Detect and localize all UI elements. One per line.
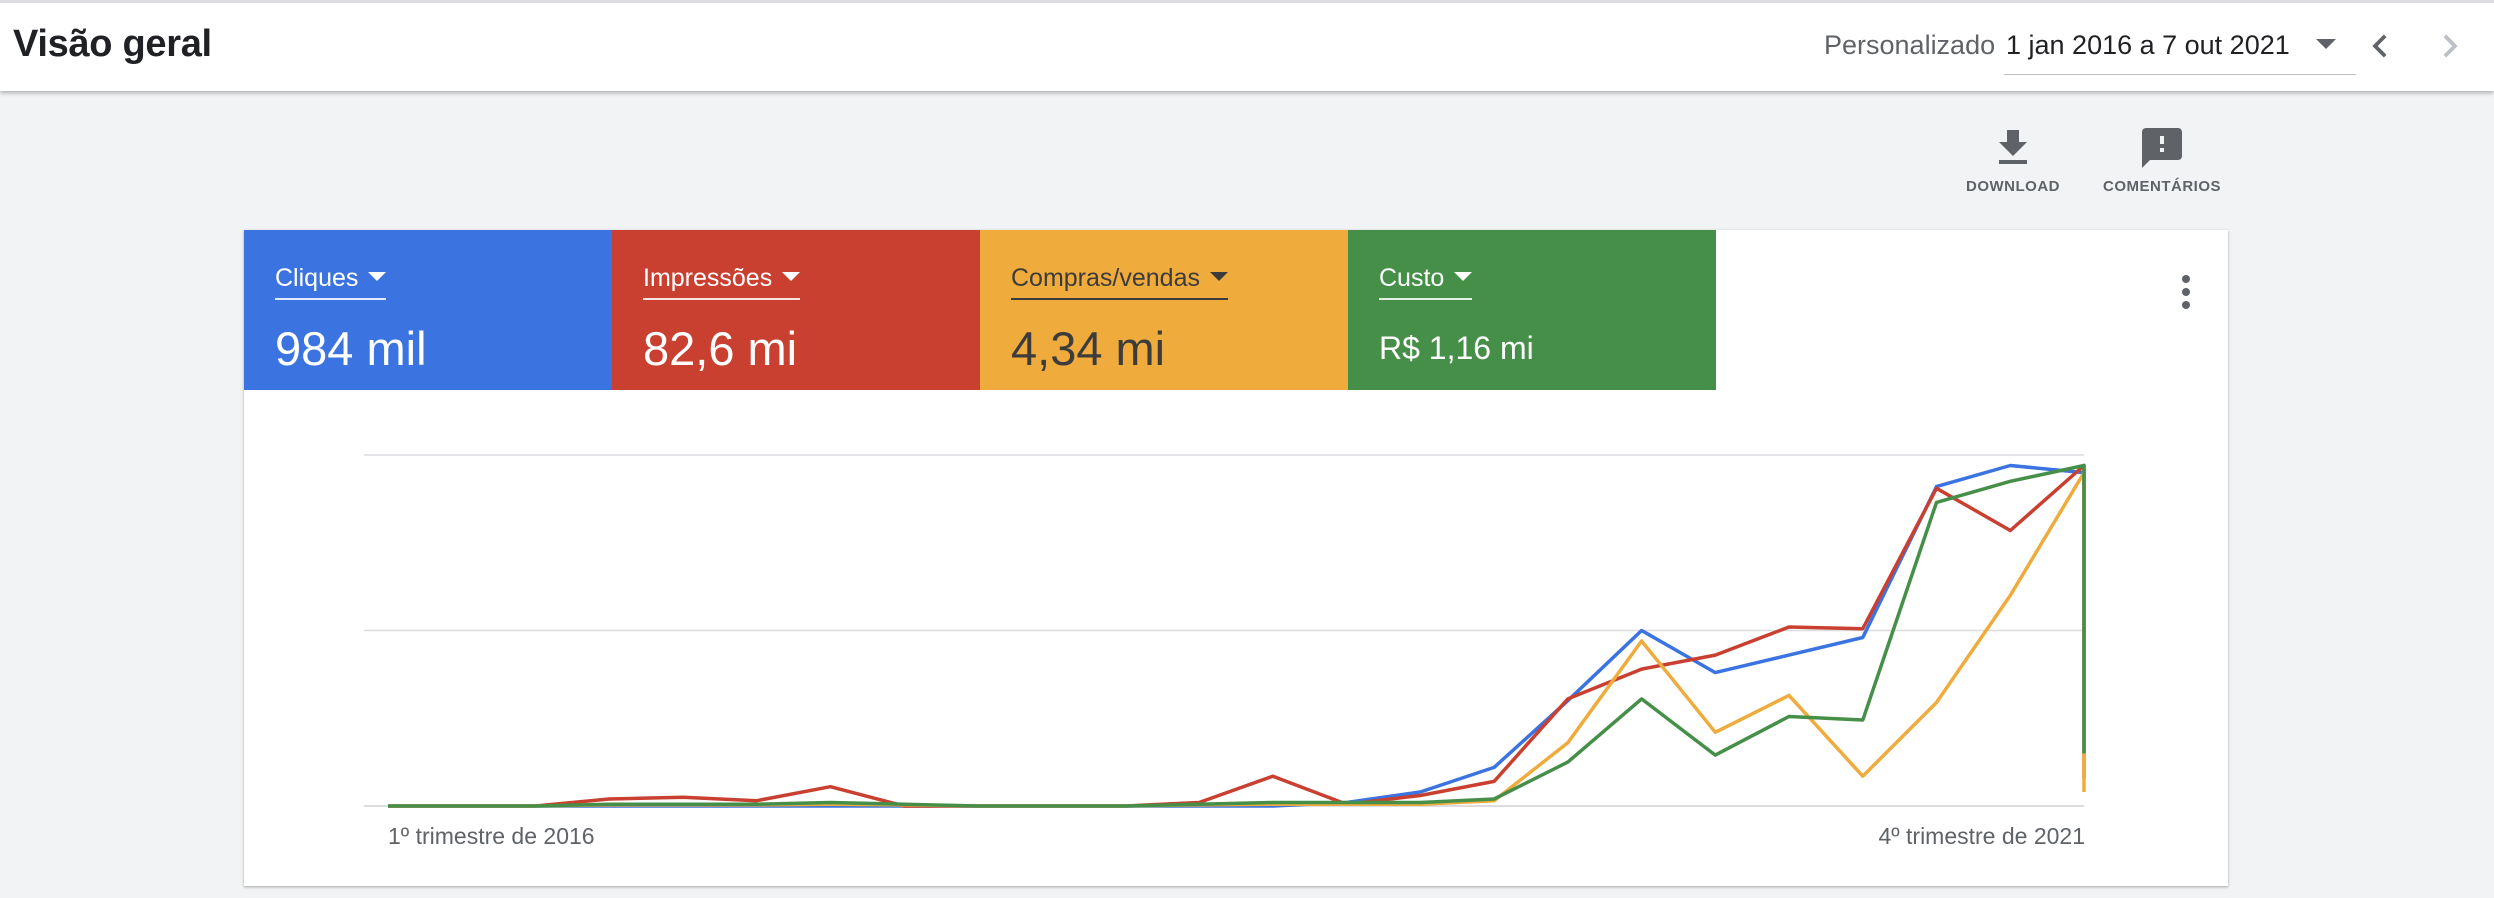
comments-button[interactable]: COMENTÁRIOS [2087, 124, 2237, 204]
metric-value-conversions: 4,34 mi [1011, 322, 1166, 375]
date-range-select[interactable]: 1 jan 2016 a 7 out 2021 [2004, 13, 2356, 75]
metric-label: Impressões [643, 264, 773, 292]
metric-value-impressions: 82,6 mi [643, 322, 798, 375]
chevron-left-icon [2372, 34, 2387, 58]
caret-down-icon [368, 272, 387, 281]
series-line-cliques [388, 463, 2086, 808]
top-bar: Visão geral Personalizado 1 jan 2016 a 7… [0, 0, 2494, 91]
download-label: DOWNLOAD [1966, 178, 2060, 195]
metric-tile-clicks[interactable]: Cliques 984 mil [244, 230, 612, 390]
page-title: Visão geral [13, 23, 212, 65]
metric-selector-conversions[interactable]: Compras/vendas [1011, 264, 1228, 300]
metric-value-cost: R$ 1,16 mi [1379, 330, 1534, 366]
next-period-button[interactable] [2427, 23, 2473, 69]
series-line-custo [388, 463, 2086, 808]
download-button[interactable]: DOWNLOAD [1938, 124, 2088, 204]
date-range-type: Personalizado [1824, 30, 1996, 60]
metric-label: Custo [1379, 264, 1445, 292]
metric-label: Compras/vendas [1011, 264, 1200, 292]
download-icon [1999, 130, 2027, 164]
overview-chart-card: Cliques 984 mil Impressões 82,6 mi Compr… [244, 230, 2228, 886]
dropdown-arrow-icon [2316, 39, 2336, 49]
series-line-impress-es [388, 463, 2086, 808]
chart-plot [364, 454, 2086, 808]
metric-selector-cost[interactable]: Custo [1379, 264, 1473, 300]
caret-down-icon [1454, 272, 1473, 281]
metric-tile-impressions[interactable]: Impressões 82,6 mi [612, 230, 980, 390]
caret-down-icon [1209, 272, 1228, 281]
x-axis-start-label: 1º trimestre de 2016 [388, 823, 595, 849]
metric-tile-cost[interactable]: Custo R$ 1,16 mi [1348, 230, 1716, 390]
more-options-icon[interactable] [2179, 275, 2193, 319]
chevron-right-icon [2443, 34, 2458, 58]
previous-period-button[interactable] [2357, 23, 2403, 69]
caret-down-icon [782, 272, 801, 281]
comments-label: COMENTÁRIOS [2103, 178, 2221, 195]
x-axis-end-label: 4º trimestre de 2021 [1878, 823, 2085, 849]
metric-tile-conversions[interactable]: Compras/vendas 4,34 mi [980, 230, 1348, 390]
metric-selector-impressions[interactable]: Impressões [643, 264, 801, 300]
feedback-icon [2142, 128, 2182, 168]
metric-value-clicks: 984 mil [275, 322, 427, 375]
performance-line-chart: 1º trimestre de 2016 4º trimestre de 202… [244, 390, 2228, 886]
metric-label: Cliques [275, 264, 359, 292]
date-range-value: 1 jan 2016 a 7 out 2021 [2006, 30, 2290, 60]
series-line-compras-vendas [388, 470, 2086, 808]
metric-selector-clicks[interactable]: Cliques [275, 264, 387, 300]
